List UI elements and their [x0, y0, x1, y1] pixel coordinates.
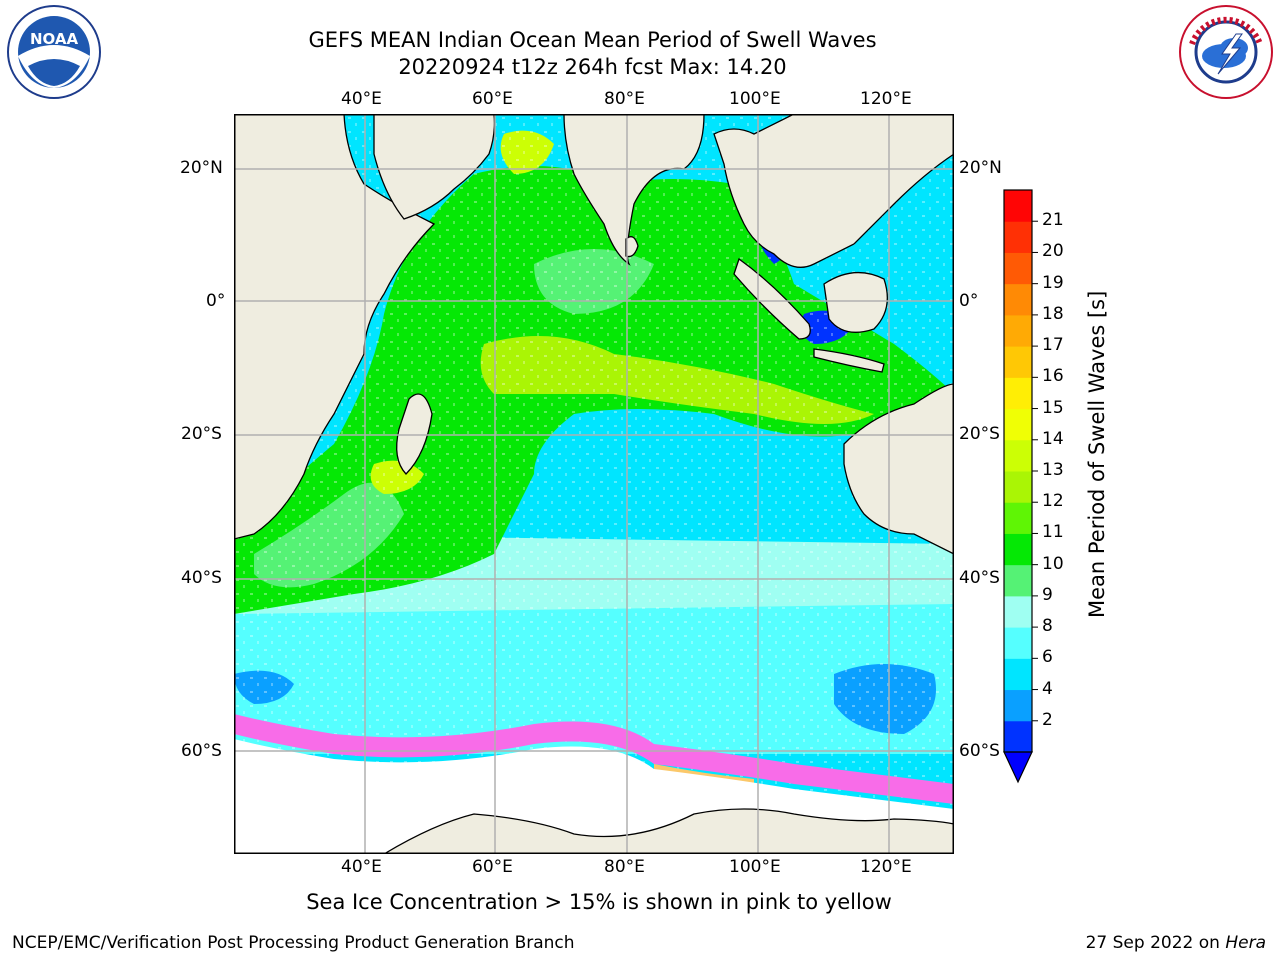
footer-host: Hera	[1225, 933, 1266, 953]
lon-label-bottom-60e: 60°E	[472, 857, 513, 877]
australia-land	[843, 383, 954, 555]
chart-subtitle: 20220924 t12z 264h fcst Max: 14.20	[398, 55, 787, 79]
colorbar-tick-label: 9	[1042, 584, 1053, 605]
colorbar-segment	[1004, 720, 1032, 753]
lon-label-bottom-40e: 40°E	[341, 857, 382, 877]
arabia-land	[373, 114, 496, 220]
antarctica-land	[382, 808, 954, 854]
colorbar-segment	[1004, 502, 1032, 534]
colorbar-segment	[1004, 283, 1032, 316]
colorbar-tick-label: 16	[1042, 366, 1064, 387]
colorbar-tick-label: 8	[1042, 616, 1053, 637]
land-masses	[234, 114, 954, 854]
lat-label-right-40s: 40°S	[959, 568, 1000, 588]
national-weather-service-logo	[1179, 5, 1273, 99]
colorbar-segment	[1004, 471, 1032, 503]
sea-ice-caption: Sea Ice Concentration > 15% is shown in …	[306, 890, 892, 914]
colorbar-segment	[1004, 439, 1032, 472]
lat-label-right-60s: 60°S	[959, 741, 1000, 761]
colorbar-tick-label: 4	[1042, 678, 1053, 699]
colorbar	[1003, 189, 1038, 784]
colorbar-tick-label: 15	[1042, 397, 1064, 418]
lat-label-left-20n: 20°N	[180, 158, 223, 178]
colorbar-segment	[1004, 595, 1032, 628]
lat-label-left-0: 0°	[206, 291, 226, 311]
graticule	[234, 114, 954, 854]
lon-label-top-120e: 120°E	[860, 89, 912, 109]
lat-label-left-60s: 60°S	[181, 741, 222, 761]
colorbar-tick-label: 17	[1042, 335, 1064, 356]
lat-label-left-40s: 40°S	[181, 568, 222, 588]
colorbar-segment	[1004, 377, 1032, 410]
lat-label-right-20s: 20°S	[959, 424, 1000, 444]
colorbar-segment	[1004, 533, 1032, 566]
lat-label-right-0: 0°	[959, 291, 979, 311]
colorbar-segment	[1004, 627, 1032, 659]
lat-label-left-20s: 20°S	[181, 424, 222, 444]
southeast-asia-land	[713, 114, 954, 268]
lon-label-bottom-80e: 80°E	[604, 857, 645, 877]
colorbar-label: Mean Period of Swell Waves [s]	[1085, 290, 1109, 618]
noaa-logo: NOAA	[7, 5, 101, 99]
lon-label-bottom-120e: 120°E	[860, 857, 912, 877]
lon-label-top-40e: 40°E	[341, 89, 382, 109]
colorbar-tick-label: 18	[1042, 303, 1064, 324]
colorbar-segment	[1004, 252, 1032, 285]
africa-land	[234, 114, 436, 540]
lat-label-right-20n: 20°N	[959, 158, 1002, 178]
colorbar-tick-label: 19	[1042, 272, 1064, 293]
colorbar-tick-label: 2	[1042, 709, 1053, 730]
colorbar-tick-label: 6	[1042, 647, 1053, 668]
map-border	[234, 114, 954, 854]
colorbar-tick-label: 21	[1042, 210, 1064, 231]
colorbar-segment	[1004, 658, 1032, 691]
colorbar-tick-label: 11	[1042, 522, 1064, 543]
colorbar-segment	[1004, 190, 1032, 222]
colorbar-tick-label: 10	[1042, 553, 1064, 574]
chart-title: GEFS MEAN Indian Ocean Mean Period of Sw…	[308, 28, 877, 52]
colorbar-tick-label: 14	[1042, 428, 1064, 449]
lon-label-bottom-100e: 100°E	[729, 857, 781, 877]
sri-lanka-land	[625, 236, 639, 258]
colorbar-segment	[1004, 346, 1032, 378]
footer-branch: NCEP/EMC/Verification Post Processing Pr…	[12, 933, 575, 953]
svg-text:NOAA: NOAA	[30, 30, 79, 48]
sea-ice-edge-pink	[234, 714, 954, 804]
colorbar-tick-label: 12	[1042, 491, 1064, 512]
colorbar-segment	[1004, 408, 1032, 441]
colorbar-segment	[1004, 564, 1032, 597]
colorbar-tick-label: 13	[1042, 460, 1064, 480]
colorbar-segment	[1004, 314, 1032, 347]
borneo-land	[823, 271, 888, 333]
lon-label-top-60e: 60°E	[472, 89, 513, 109]
lon-label-top-100e: 100°E	[729, 89, 781, 109]
colorbar-tick-label: 20	[1042, 241, 1064, 262]
madagascar-land	[396, 393, 433, 475]
colorbar-segment	[1004, 689, 1032, 722]
footer-date: 27 Sep 2022 on Hera	[1086, 933, 1266, 953]
map-panel	[234, 114, 954, 854]
footer-date-text: 27 Sep 2022 on	[1085, 933, 1220, 953]
colorbar-extend-arrow	[1003, 751, 1033, 784]
colorbar-segment	[1004, 221, 1032, 253]
java-land	[813, 348, 885, 373]
lon-label-top-80e: 80°E	[604, 89, 645, 109]
